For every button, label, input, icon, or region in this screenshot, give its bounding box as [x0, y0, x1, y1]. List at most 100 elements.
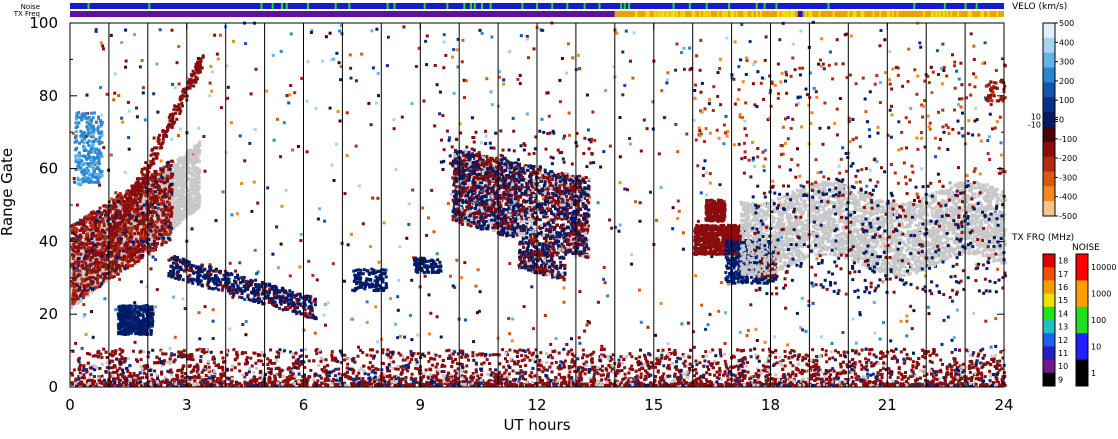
data-cell — [399, 379, 403, 383]
data-cell — [286, 367, 290, 371]
data-cell — [180, 371, 184, 375]
data-cell — [950, 374, 953, 378]
data-cell — [877, 361, 881, 365]
data-cell — [361, 222, 365, 226]
data-cell — [245, 381, 249, 385]
data-cell — [536, 382, 540, 386]
data-cell — [330, 355, 334, 359]
data-cell — [460, 355, 464, 359]
data-cell — [247, 384, 251, 387]
data-cell — [507, 375, 511, 379]
data-cell — [981, 365, 985, 368]
data-cell — [604, 377, 608, 381]
data-cell — [349, 317, 353, 321]
data-cell — [779, 381, 783, 385]
data-cell — [823, 372, 827, 376]
data-cell — [79, 377, 83, 381]
data-cell — [891, 381, 895, 385]
data-cell — [952, 383, 956, 387]
data-cell — [680, 322, 684, 326]
data-cell — [591, 365, 595, 369]
data-cell — [923, 369, 927, 372]
data-cell — [274, 359, 278, 363]
data-cell — [934, 155, 937, 159]
data-cell — [78, 367, 82, 371]
data-cell — [761, 364, 765, 368]
data-cell — [957, 166, 960, 170]
data-cell — [766, 118, 770, 122]
data-cell — [278, 348, 282, 352]
data-cell — [479, 141, 483, 145]
data-cell — [338, 119, 342, 123]
data-cell — [692, 118, 696, 122]
data-cell — [699, 374, 703, 378]
data-cell — [955, 308, 959, 312]
data-cell — [106, 381, 110, 385]
data-cell — [477, 309, 481, 313]
data-cell — [335, 51, 339, 55]
data-cell — [763, 148, 767, 152]
data-cell — [972, 58, 976, 61]
data-cell — [801, 355, 805, 359]
data-cell — [199, 359, 202, 363]
data-cell — [183, 376, 187, 380]
data-cell — [884, 368, 888, 372]
data-cell — [763, 365, 767, 369]
data-cell — [453, 286, 457, 289]
data-cell — [543, 368, 547, 372]
data-cell — [497, 70, 501, 74]
data-cell — [667, 364, 670, 368]
noise-strip-mark — [334, 3, 337, 9]
data-cell — [539, 28, 543, 32]
data-cell — [174, 382, 178, 386]
data-cell — [575, 375, 579, 379]
data-cell — [765, 369, 769, 373]
noise-strip-mark — [975, 3, 978, 9]
data-cell — [549, 342, 553, 346]
data-cell — [650, 361, 653, 365]
data-cell — [966, 348, 970, 352]
data-cell — [411, 256, 415, 260]
data-cell — [600, 369, 604, 373]
data-cell — [629, 378, 633, 382]
data-cell — [339, 376, 342, 380]
data-cell — [386, 366, 390, 370]
data-cell — [161, 380, 165, 384]
data-cell — [1001, 57, 1005, 60]
data-cell — [460, 374, 464, 378]
data-cell — [331, 262, 335, 266]
data-cell — [873, 362, 877, 366]
data-cell — [504, 351, 508, 355]
data-cell — [548, 365, 552, 369]
data-cell — [141, 91, 145, 95]
data-cell — [763, 340, 767, 344]
data-cell — [619, 381, 623, 385]
data-cell — [374, 305, 378, 309]
data-cell — [416, 333, 420, 337]
data-cell — [834, 349, 838, 353]
data-cell — [127, 374, 131, 378]
data-cell — [952, 379, 956, 383]
freq-strip-mark — [634, 11, 637, 17]
data-cell — [727, 256, 731, 260]
freq-strip-mark — [852, 11, 855, 17]
data-cell — [733, 374, 737, 378]
data-cell — [305, 354, 308, 358]
data-cell — [700, 303, 704, 307]
data-cell — [897, 120, 901, 124]
data-cell — [490, 103, 494, 107]
data-cell — [256, 201, 260, 205]
data-cell — [869, 373, 873, 377]
data-cell — [599, 359, 603, 363]
data-cell — [441, 168, 445, 171]
data-cell — [181, 353, 185, 356]
data-cell — [570, 337, 573, 341]
data-cell — [96, 376, 100, 380]
data-cell — [116, 384, 120, 387]
data-cell — [433, 380, 436, 384]
data-cell — [906, 80, 910, 83]
data-cell — [849, 383, 853, 387]
data-cell — [896, 66, 900, 70]
data-cell — [767, 377, 770, 381]
data-cell — [736, 348, 740, 352]
